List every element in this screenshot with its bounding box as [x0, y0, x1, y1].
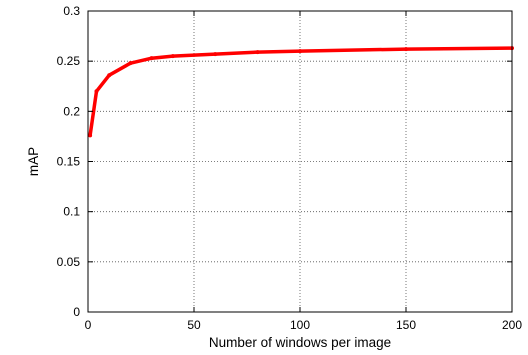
data-point — [404, 47, 408, 52]
x-tick-label: 200 — [502, 318, 522, 332]
x-axis-title: Number of windows per image — [209, 335, 391, 350]
y-tick-labels: 0 0.05 0.1 0.15 0.2 0.25 0.3 — [57, 4, 81, 319]
data-point — [298, 49, 302, 54]
y-tick-label: 0.1 — [63, 205, 80, 219]
y-tick-label: 0 — [73, 305, 80, 319]
x-tick-label: 150 — [396, 318, 416, 332]
y-tick-label: 0.2 — [63, 104, 80, 118]
data-point — [88, 133, 93, 138]
tick-marks — [87, 10, 513, 313]
x-tick-label: 0 — [85, 318, 92, 332]
data-point — [94, 89, 99, 94]
data-point — [149, 56, 154, 61]
y-axis-title: mAP — [26, 147, 41, 176]
data-point — [255, 50, 260, 55]
data-point — [107, 73, 112, 78]
y-tick-label: 0.05 — [57, 255, 81, 269]
x-tick-labels: 0 50 100 150 200 — [85, 318, 523, 332]
y-tick-label: 0.15 — [57, 155, 81, 169]
grid-lines — [88, 11, 512, 312]
x-tick-label: 50 — [187, 318, 201, 332]
data-point — [213, 52, 218, 57]
series-layer — [88, 46, 514, 138]
y-tick-label: 0.3 — [63, 4, 80, 18]
data-point — [170, 54, 175, 59]
x-tick-label: 100 — [290, 318, 310, 332]
data-point — [128, 61, 133, 66]
y-tick-label: 0.25 — [57, 54, 81, 68]
